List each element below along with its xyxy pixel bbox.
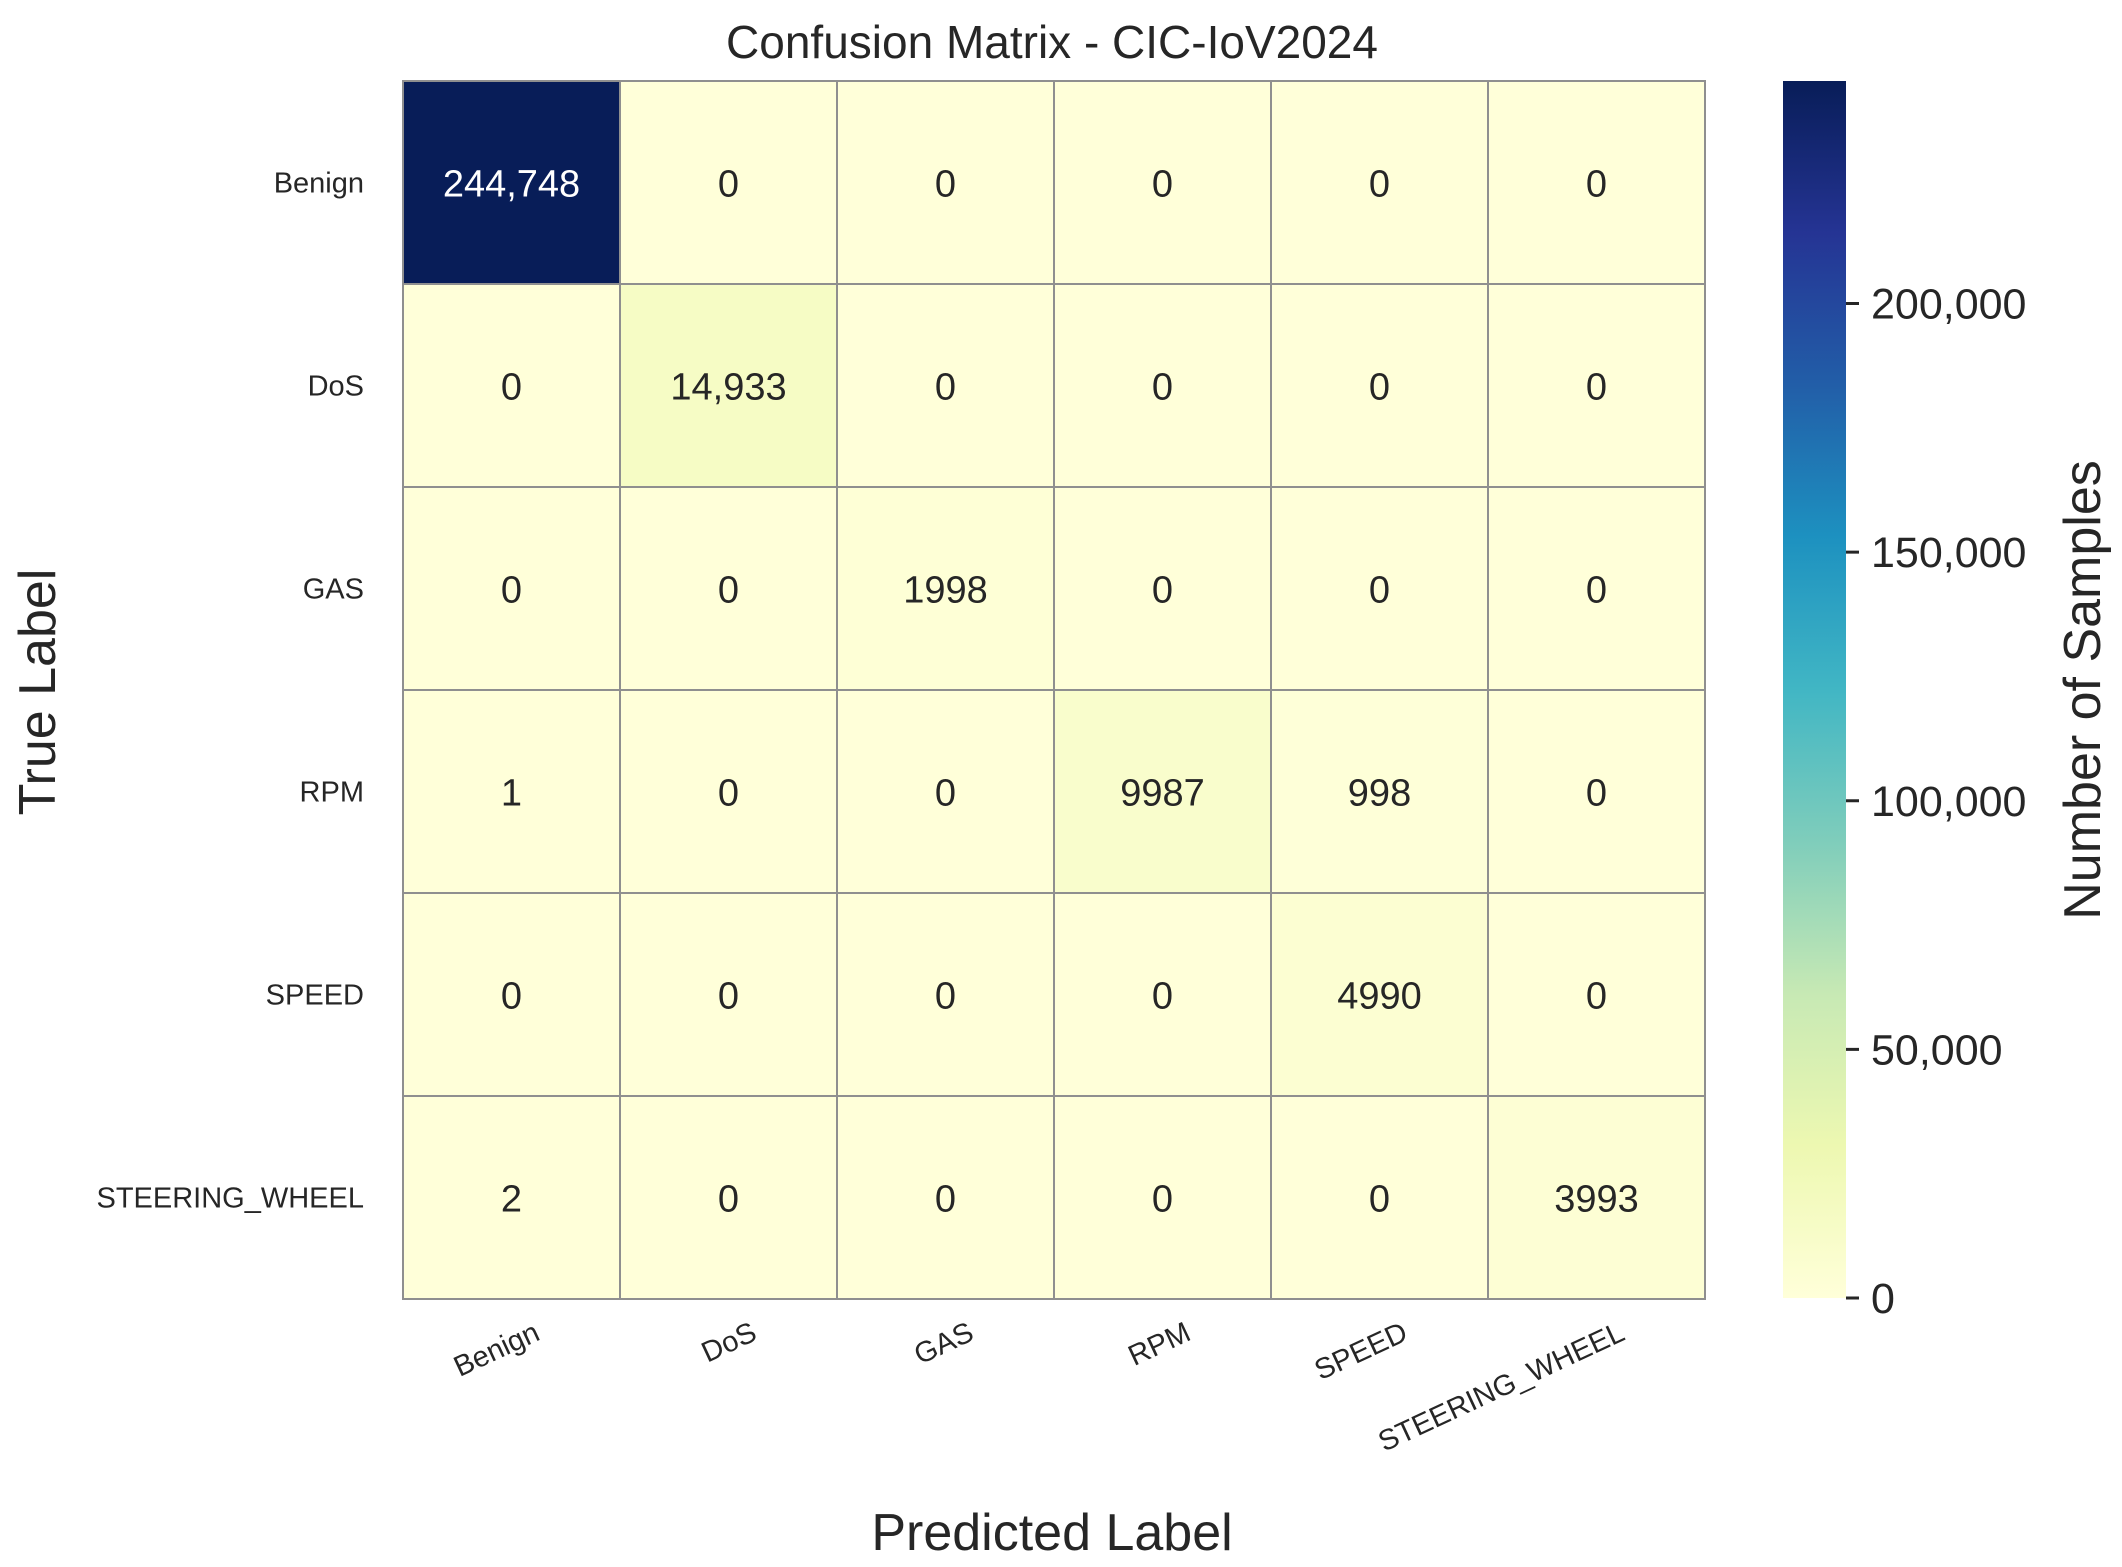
heatmap-cell	[1270, 80, 1489, 285]
heatmap-cell	[1487, 283, 1706, 488]
heatmap-cell	[1053, 892, 1272, 1097]
y-tick-label: STEERING_WHEEL	[97, 1183, 365, 1215]
heatmap-cell	[1053, 283, 1272, 488]
x-tick-label: Benign	[449, 1316, 544, 1383]
heatmap-cell-value: 0	[1586, 367, 1607, 409]
x-tick-label: RPM	[1124, 1316, 1196, 1372]
heatmap-cell	[402, 892, 621, 1097]
heatmap-cell-value: 1	[501, 773, 522, 815]
colorbar-tick-label: 150,000	[1871, 529, 2026, 577]
colorbar-gradient	[1783, 81, 1846, 1298]
heatmap-cell-value: 998	[1348, 773, 1411, 815]
heatmap-cell-value: 0	[1152, 367, 1173, 409]
heatmap-cell	[836, 486, 1055, 691]
y-tick-label: GAS	[303, 574, 364, 606]
x-axis-label: Predicted Label	[871, 1504, 1232, 1562]
heatmap-cell	[1270, 892, 1489, 1097]
heatmap-cell-value: 0	[1152, 570, 1173, 612]
heatmap-cell-value: 0	[1586, 976, 1607, 1018]
y-tick-label: RPM	[300, 777, 364, 809]
y-tick-labels: Benign DoS GAS RPM SPEED STEERING_WHEEL	[97, 168, 365, 1215]
heatmap-cell-value: 244,748	[443, 164, 580, 206]
heatmap-cell-value: 0	[1369, 367, 1390, 409]
heatmap-cell-value: 0	[718, 1179, 739, 1221]
chart-title: Confusion Matrix - CIC-IoV2024	[726, 16, 1378, 68]
heatmap-cell	[1270, 689, 1489, 894]
heatmap-cell-value: 0	[1586, 164, 1607, 206]
heatmap-cell	[402, 80, 621, 285]
heatmap-cell	[619, 689, 838, 894]
heatmap-cell-value: 0	[501, 570, 522, 612]
heatmap-cell	[402, 1095, 621, 1300]
colorbar: 0 50,000 100,000 150,000 200,000 Number of S…	[1783, 81, 2112, 1323]
heatmap-cell-value: 0	[718, 976, 739, 1018]
heatmap-cell	[1270, 1095, 1489, 1300]
heatmap-cell	[1053, 689, 1272, 894]
heatmap-cell	[1487, 892, 1706, 1097]
colorbar-tick-label: 50,000	[1871, 1026, 2003, 1074]
heatmap-cell	[836, 80, 1055, 285]
heatmap-cell-value: 0	[501, 367, 522, 409]
heatmap-cell	[1487, 689, 1706, 894]
x-tick-label: DoS	[697, 1316, 762, 1369]
y-axis-label: True Label	[9, 569, 67, 816]
colorbar-tick-label: 0	[1871, 1275, 1895, 1323]
y-tick-label: DoS	[308, 371, 364, 403]
heatmap-cell-value: 0	[935, 164, 956, 206]
heatmap-cell	[1053, 80, 1272, 285]
heatmap-cell	[402, 689, 621, 894]
heatmap-cell	[619, 80, 838, 285]
heatmap-cells	[402, 80, 1706, 1300]
heatmap-cell-value: 0	[1586, 570, 1607, 612]
heatmap-cell	[1053, 1095, 1272, 1300]
heatmap-cell-value: 0	[718, 773, 739, 815]
heatmap-cell-value: 0	[935, 1179, 956, 1221]
x-tick-label: SPEED	[1310, 1316, 1413, 1387]
heatmap-cell-value: 0	[935, 367, 956, 409]
heatmap-cell-value: 3993	[1554, 1179, 1639, 1221]
y-tick-label: SPEED	[266, 980, 364, 1012]
heatmap-cell-value: 0	[935, 976, 956, 1018]
colorbar-tick-label: 100,000	[1871, 778, 2026, 826]
colorbar-tick-label: 200,000	[1871, 281, 2026, 329]
heatmap-cell	[1487, 486, 1706, 691]
heatmap-cell-value: 0	[1152, 1179, 1173, 1221]
colorbar-label: Number of Samples	[2054, 460, 2112, 920]
heatmap-cell-value: 0	[1369, 1179, 1390, 1221]
y-tick-label: Benign	[274, 168, 364, 200]
heatmap-cell-value: 1998	[903, 570, 988, 612]
heatmap-cell	[1053, 486, 1272, 691]
heatmap-cell	[402, 486, 621, 691]
heatmap-cell-value: 9987	[1120, 773, 1205, 815]
heatmap-cell	[619, 283, 838, 488]
heatmap-cell	[836, 892, 1055, 1097]
heatmap-cell	[1487, 80, 1706, 285]
heatmap-cell-value: 14,933	[670, 367, 786, 409]
heatmap-cell	[1487, 1095, 1706, 1300]
heatmap-cell	[1270, 486, 1489, 691]
colorbar-ticks: 0 50,000 100,000 150,000 200,000	[1846, 281, 2026, 1323]
heatmap-cell-value: 0	[501, 976, 522, 1018]
heatmap-cell-value: 0	[935, 773, 956, 815]
heatmap-cell-value: 0	[718, 164, 739, 206]
heatmap-cell-value: 0	[1586, 773, 1607, 815]
heatmap-cell-value: 0	[718, 570, 739, 612]
heatmap-cell-value: 4990	[1337, 976, 1422, 1018]
heatmap-cell-value: 0	[1152, 164, 1173, 206]
x-tick-label: STEERING_WHEEL	[1373, 1316, 1629, 1458]
heatmap-cell	[836, 689, 1055, 894]
heatmap-cell-labels: 244,748 0 0 0 0 0 0 14,933 0 0 0 0 0 0 1998 0 0 0 1 0 0 9987 9…	[443, 164, 1639, 1221]
heatmap-cell-value: 0	[1152, 976, 1173, 1018]
heatmap-cell-value: 2	[501, 1179, 522, 1221]
heatmap-cell	[619, 486, 838, 691]
heatmap-cell-value: 0	[1369, 570, 1390, 612]
x-tick-label: GAS	[909, 1316, 978, 1371]
heatmap-cell-value: 0	[1369, 164, 1390, 206]
